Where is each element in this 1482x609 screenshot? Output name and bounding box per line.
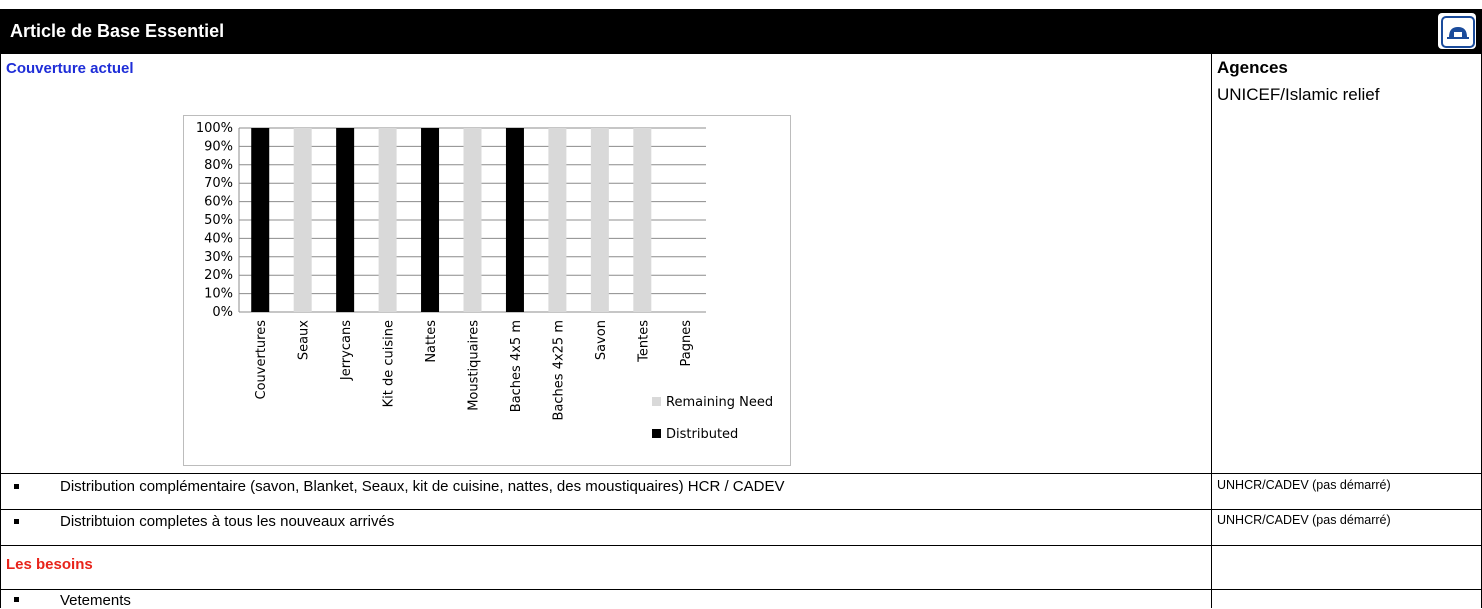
bar-distributed — [336, 128, 355, 312]
row-divider — [0, 589, 1482, 590]
bar-remaining-need — [293, 128, 312, 312]
bar-remaining-need — [548, 128, 567, 312]
bullet-marker — [14, 519, 19, 524]
agency-row-1: UNHCR/CADEV (pas démarré) — [1217, 478, 1391, 492]
y-tick-label: 0% — [212, 305, 233, 320]
x-category-label: Seaux — [297, 320, 312, 360]
y-tick-label: 50% — [204, 213, 233, 228]
x-category-label: Pagnes — [679, 320, 694, 367]
y-tick-label: 30% — [204, 250, 233, 265]
y-tick-label: 10% — [204, 287, 233, 302]
home-icon — [1441, 16, 1475, 48]
bar-distributed — [251, 128, 270, 312]
chart-row-agency: UNICEF/Islamic relief — [1217, 85, 1380, 104]
row-divider — [0, 473, 1482, 474]
bar-distributed — [505, 128, 524, 312]
x-category-label: Baches 4x5 m — [509, 320, 524, 412]
bar-remaining-need — [633, 128, 652, 312]
y-tick-label: 100% — [196, 121, 233, 136]
needs-item-1: Vetements — [60, 592, 131, 609]
x-category-label: Nattes — [424, 320, 439, 363]
y-tick-label: 60% — [204, 195, 233, 210]
needs-section-label: Les besoins — [6, 556, 93, 573]
agencies-column-divider — [1211, 54, 1212, 608]
y-tick-label: 90% — [204, 139, 233, 154]
x-category-label: Couvertures — [254, 320, 269, 400]
legend-swatch — [652, 429, 661, 438]
x-category-label: Moustiquaires — [467, 320, 482, 411]
y-tick-label: 80% — [204, 158, 233, 173]
y-tick-label: 20% — [204, 268, 233, 283]
item-row-2: Distribtuion completes à tous les nouvea… — [60, 513, 395, 530]
title-bar — [0, 9, 1482, 54]
home-button[interactable] — [1438, 13, 1476, 49]
row-divider — [0, 545, 1482, 546]
bar-distributed — [421, 128, 440, 312]
bullet-marker — [14, 597, 19, 602]
x-category-label: Baches 4x25 m — [551, 320, 566, 420]
legend-swatch — [652, 397, 661, 406]
legend-label: Remaining Need — [666, 395, 773, 410]
page-title: Article de Base Essentiel — [10, 21, 225, 41]
x-category-label: Kit de cuisine — [382, 320, 397, 407]
row-divider — [0, 509, 1482, 510]
coverage-chart-svg: 0% 10% 20% 30% 40% 50% 60% 70% 80% 90% 100% Couvert… — [196, 121, 773, 442]
item-row-1: Distribution complémentaire (savon, Blan… — [60, 478, 785, 495]
table-left-border — [0, 54, 1, 608]
agencies-header: Agences — [1217, 58, 1288, 77]
legend-label: Distributed — [666, 427, 738, 442]
bullet-marker — [14, 484, 19, 489]
x-category-label: Savon — [594, 320, 609, 360]
y-tick-label: 70% — [204, 176, 233, 191]
bar-remaining-need — [378, 128, 397, 312]
bar-remaining-need — [590, 128, 609, 312]
bar-remaining-need — [463, 128, 482, 312]
coverage-chart: 0% 10% 20% 30% 40% 50% 60% 70% 80% 90% 100% Couvert… — [183, 115, 791, 466]
x-category-label: Tentes — [636, 320, 651, 363]
x-category-label: Jerrycans — [339, 320, 354, 381]
y-tick-label: 40% — [204, 231, 233, 246]
coverage-section-label: Couverture actuel — [6, 60, 134, 77]
agency-row-2: UNHCR/CADEV (pas démarré) — [1217, 513, 1391, 527]
